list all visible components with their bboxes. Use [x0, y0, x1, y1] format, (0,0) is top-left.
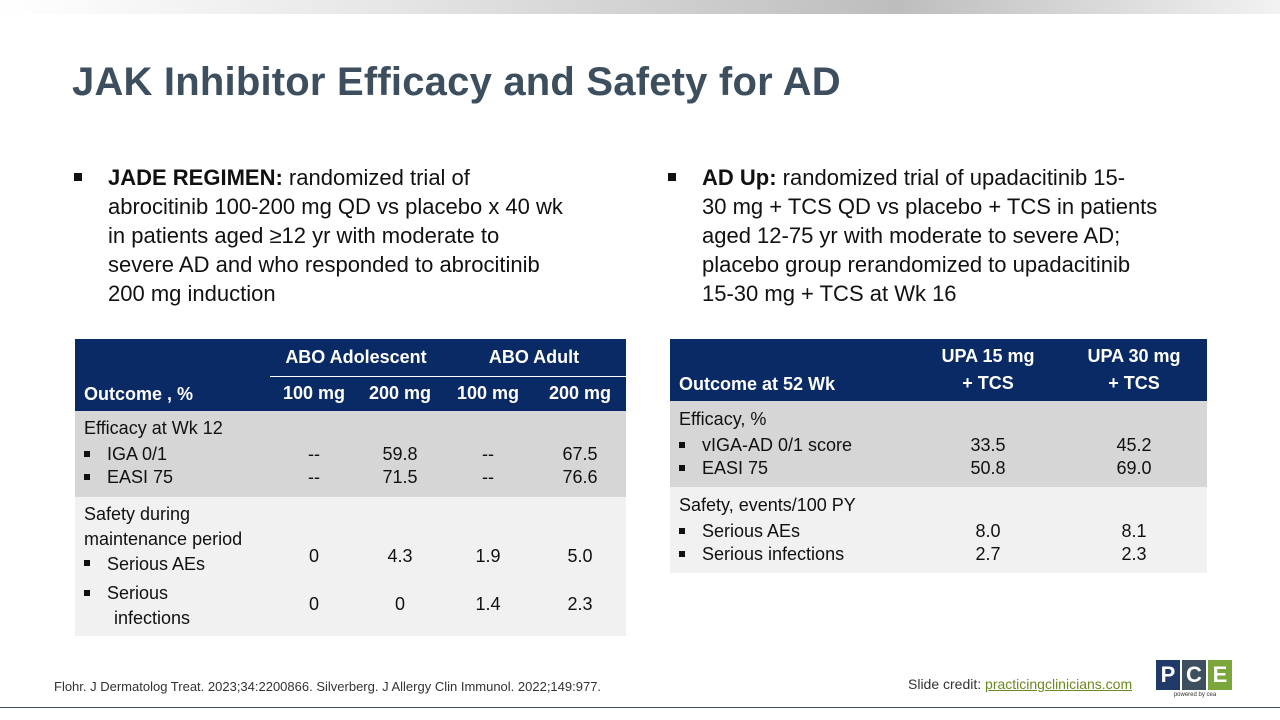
table-cell: 59.8	[382, 444, 418, 464]
right-bullet-line4: placebo group rerandomized to upadacitin…	[702, 252, 1131, 277]
right-bullet: AD Up: randomized trial of upadacitinib …	[668, 163, 1228, 313]
table-cell: 8.1	[1121, 521, 1147, 541]
jade-regimen-table: Outcome , % ABO Adolescent ABO Adult 100…	[75, 339, 626, 636]
bottom-divider	[0, 707, 1280, 708]
table-row: Safety during maintenance period Serious…	[75, 497, 626, 581]
table-cell: 76.6	[562, 467, 598, 487]
row-label: IGA 0/1	[107, 444, 168, 464]
table-cell: 0	[308, 546, 319, 566]
table-row: EASI 75 50.8 69.0	[670, 458, 1207, 487]
group-header-adult: ABO Adult	[442, 339, 626, 377]
dose-header: 100 mg	[456, 383, 520, 404]
table-cell: 71.5	[382, 467, 418, 487]
row-label: infections	[114, 608, 191, 628]
row-label: EASI 75	[702, 458, 769, 478]
slide-credit: Slide credit: practicingclinicians.com	[908, 676, 1132, 692]
row-label: Serious AEs	[107, 553, 206, 574]
bullet-square-icon	[74, 173, 82, 181]
table-cell: 2.3	[1121, 544, 1147, 564]
bullet-square-icon	[679, 441, 685, 448]
table-cell: 2.7	[975, 544, 1001, 564]
outcome-header: Outcome at 52 Wk	[679, 374, 836, 394]
bullet-square-icon	[84, 473, 90, 480]
logo-letter-p: P	[1156, 660, 1180, 690]
table-cell: --	[482, 467, 494, 487]
bullet-square-icon	[668, 173, 676, 181]
logo-letter-e: E	[1208, 660, 1232, 690]
slide-title: JAK Inhibitor Efficacy and Safety for AD	[72, 60, 841, 104]
dose-header: 100 mg	[282, 383, 346, 404]
right-bullet-line1: randomized trial of upadacitinib 15-	[782, 165, 1126, 190]
table-cell: 0	[394, 594, 405, 614]
logo-tagline: powered by cea	[1173, 692, 1217, 698]
left-bullet-line1: randomized trial of	[288, 165, 470, 190]
table-row: Efficacy, %	[670, 401, 1207, 433]
table-cell: --	[308, 467, 320, 487]
table-cell: 50.8	[970, 458, 1006, 478]
row-label: Serious	[107, 583, 169, 603]
top-gradient-bar	[0, 0, 1280, 14]
right-bullet-line2: 30 mg + TCS QD vs placebo + TCS in patie…	[702, 194, 1158, 219]
table-cell: 69.0	[1116, 458, 1152, 478]
table-cell: 1.4	[475, 594, 501, 614]
table-cell: 2.3	[567, 594, 593, 614]
col-header-upa15: UPA 15 mg + TCS	[941, 346, 1035, 393]
safety-section-title: Safety during	[84, 503, 191, 524]
pce-logo: P C E powered by cea	[1156, 660, 1234, 704]
left-bullet-line2: abrocitinib 100-200 mg QD vs placebo x 4…	[108, 194, 563, 219]
right-bullet-bold: AD Up:	[702, 165, 777, 190]
table-row: vIGA-AD 0/1 score 33.5 45.2	[670, 433, 1207, 458]
left-bullet-line5: 200 mg induction	[108, 281, 276, 306]
col-header-upa30: UPA 30 mg + TCS	[1087, 346, 1181, 393]
references: Flohr. J Dermatolog Treat. 2023;34:22008…	[54, 679, 602, 694]
table-cell: 5.0	[567, 546, 593, 566]
bullet-square-icon	[679, 464, 685, 471]
left-bullet-line4: severe AD and who responded to abrocitin…	[108, 252, 540, 277]
left-bullet: JADE REGIMEN: randomized trial of abroci…	[74, 163, 634, 313]
group-header-adolescent: ABO Adolescent	[270, 339, 442, 377]
right-bullet-line5: 15-30 mg + TCS at Wk 16	[702, 281, 957, 306]
table-row: EASI 75 -- 71.5 -- 76.6	[75, 467, 626, 497]
ad-up-table: Outcome at 52 Wk UPA 15 mg + TCS UPA 30 …	[670, 339, 1207, 573]
table-row: Efficacy at Wk 12	[75, 411, 626, 442]
bullet-square-icon	[679, 527, 685, 534]
bullet-square-icon	[84, 450, 90, 457]
table-cell: 1.9	[475, 546, 501, 566]
row-label: Serious AEs	[702, 521, 801, 541]
right-bullet-line3: aged 12-75 yr with moderate to severe AD…	[702, 223, 1121, 248]
bullet-square-icon	[84, 589, 90, 596]
table-row: Serious infections 0 0 1.4 2.3	[75, 581, 626, 636]
table-cell: 4.3	[387, 546, 413, 566]
row-label: vIGA-AD 0/1 score	[702, 435, 853, 455]
table-cell: 0	[308, 594, 319, 614]
outcome-header: Outcome , %	[84, 384, 194, 404]
dose-header: 200 mg	[368, 383, 432, 404]
credit-prefix: Slide credit:	[908, 676, 982, 692]
credit-link[interactable]: practicingclinicians.com	[985, 676, 1133, 692]
bullet-square-icon	[84, 560, 90, 567]
safety-section-title: maintenance period	[84, 528, 243, 549]
table-cell: 33.5	[970, 435, 1006, 455]
table-row: Safety, events/100 PY	[670, 487, 1207, 519]
efficacy-section-title: Efficacy, %	[679, 408, 767, 429]
table-row: Serious infections 2.7 2.3	[670, 544, 1207, 573]
efficacy-section-title: Efficacy at Wk 12	[84, 418, 223, 438]
table-row: IGA 0/1 -- 59.8 -- 67.5	[75, 442, 626, 467]
table-cell: 8.0	[975, 521, 1001, 541]
bullet-square-icon	[679, 550, 685, 557]
table-cell: --	[308, 444, 320, 464]
row-label: Serious infections	[702, 544, 845, 564]
left-bullet-bold: JADE REGIMEN:	[108, 165, 283, 190]
table-cell: 45.2	[1116, 435, 1152, 455]
dose-header: 200 mg	[548, 383, 612, 404]
logo-letter-c: C	[1182, 660, 1206, 690]
left-bullet-line3: in patients aged ≥12 yr with moderate to	[108, 223, 500, 248]
table-cell: 67.5	[562, 444, 598, 464]
table-cell: --	[482, 444, 494, 464]
safety-section-title: Safety, events/100 PY	[679, 494, 856, 515]
table-row: Serious AEs 8.0 8.1	[670, 519, 1207, 544]
row-label: EASI 75	[107, 467, 174, 487]
